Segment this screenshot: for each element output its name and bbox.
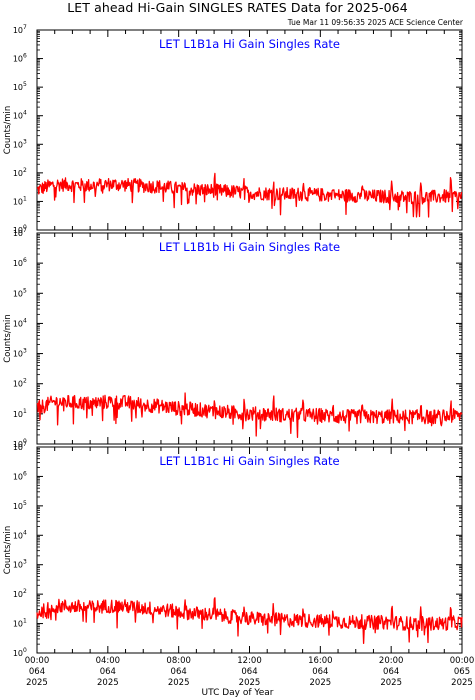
y-tick-label-exponent: 1 [23, 618, 27, 625]
y-tick-label: 10 [13, 140, 23, 149]
y-tick-label: 10 [13, 649, 23, 658]
y-tick-label: 10 [13, 472, 23, 481]
x-axis-title: UTC Day of Year [201, 688, 274, 698]
y-tick-label: 10 [13, 502, 23, 511]
y-tick-label: 10 [13, 26, 23, 35]
panel-title: LET L1B1c Hi Gain Singles Rate [159, 454, 339, 468]
panel-title: LET L1B1b Hi Gain Singles Rate [159, 240, 340, 254]
x-tick-label: 064 [171, 667, 187, 677]
y-tick-label-exponent: 1 [23, 408, 27, 415]
x-tick-label: 2025 [380, 678, 402, 688]
x-tick-label: 00:00 [450, 656, 475, 666]
y-tick-label-exponent: 6 [23, 257, 27, 264]
x-tick-label: 12:00 [237, 656, 262, 666]
y-tick-label-exponent: 7 [23, 441, 27, 448]
y-tick-label-exponent: 3 [23, 559, 27, 566]
y-tick-label: 10 [13, 590, 23, 599]
y-tick-label: 10 [13, 410, 23, 419]
y-tick-label-exponent: 7 [23, 24, 27, 31]
y-tick-label-exponent: 2 [23, 167, 27, 174]
y-tick-label: 10 [13, 561, 23, 570]
y-tick-label-exponent: 4 [23, 110, 27, 117]
y-tick-label: 10 [13, 259, 23, 268]
series-line [36, 172, 463, 218]
x-tick-label: 08:00 [166, 656, 191, 666]
page-title: LET ahead Hi-Gain SINGLES RATES Data for… [67, 0, 408, 15]
y-tick-label: 10 [13, 226, 23, 235]
y-tick-label: 10 [13, 197, 23, 206]
y-tick-label-exponent: 5 [23, 287, 27, 294]
x-tick-label: 064 [383, 667, 399, 677]
timestamp-label: Tue Mar 11 09:56:35 2025 ACE Science Cen… [287, 18, 463, 27]
y-tick-label-exponent: 5 [23, 81, 27, 88]
x-tick-label: 064 [241, 667, 257, 677]
x-tick-label: 2025 [26, 678, 48, 688]
y-tick-label-exponent: 3 [23, 138, 27, 145]
y-tick-label: 10 [13, 319, 23, 328]
x-tick-label: 2025 [451, 678, 473, 688]
x-tick-label: 04:00 [96, 656, 121, 666]
y-tick-label-exponent: 2 [23, 378, 27, 385]
y-tick-label-exponent: 4 [23, 529, 27, 536]
y-tick-label: 10 [13, 112, 23, 121]
y-axis-title: Counts/min [3, 314, 13, 363]
y-axis-title: Counts/min [3, 526, 13, 575]
y-tick-label: 10 [13, 289, 23, 298]
x-tick-label: 064 [29, 667, 45, 677]
y-tick-label-exponent: 0 [23, 438, 27, 445]
x-tick-label: 064 [312, 667, 328, 677]
y-tick-label-exponent: 0 [23, 224, 27, 231]
y-tick-label-exponent: 0 [23, 647, 27, 654]
y-tick-label: 10 [13, 380, 23, 389]
y-tick-label-exponent: 3 [23, 348, 27, 355]
y-tick-label: 10 [13, 440, 23, 449]
x-tick-label: 064 [100, 667, 116, 677]
y-tick-label: 10 [13, 83, 23, 92]
series-line [36, 392, 463, 438]
y-tick-label-exponent: 6 [23, 470, 27, 477]
y-tick-label: 10 [13, 531, 23, 540]
x-tick-label: 2025 [310, 678, 332, 688]
panel-title: LET L1B1a Hi Gain Singles Rate [159, 37, 340, 51]
y-axis-title: Counts/min [3, 106, 13, 155]
y-tick-label: 10 [13, 443, 23, 452]
y-tick-label-exponent: 2 [23, 588, 27, 595]
x-tick-label: 2025 [168, 678, 190, 688]
series-line [36, 597, 463, 645]
y-tick-label: 10 [13, 350, 23, 359]
y-tick-label-exponent: 6 [23, 53, 27, 60]
y-tick-label-exponent: 4 [23, 317, 27, 324]
y-tick-label-exponent: 5 [23, 500, 27, 507]
x-tick-label: 2025 [97, 678, 119, 688]
x-tick-label: 20:00 [379, 656, 404, 666]
y-tick-label-exponent: 1 [23, 195, 27, 202]
y-tick-label: 10 [13, 55, 23, 64]
y-tick-label: 10 [13, 229, 23, 238]
x-tick-label: 00:00 [25, 656, 50, 666]
x-tick-label: 2025 [239, 678, 261, 688]
y-tick-label: 10 [13, 169, 23, 178]
y-tick-label-exponent: 7 [23, 227, 27, 234]
y-tick-label: 10 [13, 620, 23, 629]
x-tick-label: 065 [454, 667, 470, 677]
x-tick-label: 16:00 [308, 656, 333, 666]
